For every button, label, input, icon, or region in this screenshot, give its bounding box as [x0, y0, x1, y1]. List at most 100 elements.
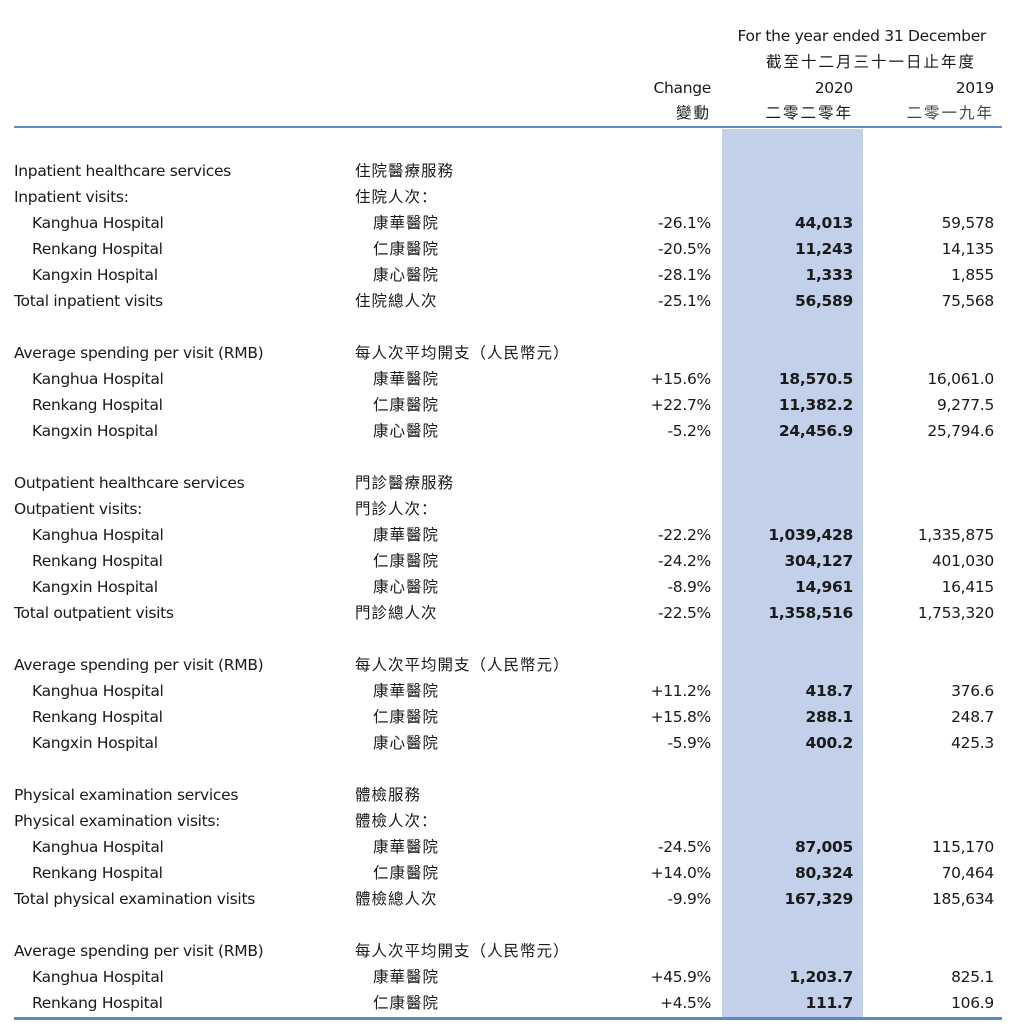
- table-row: Total outpatient visits 門診總人次 -22.5% 1,358,…: [0, 600, 1018, 626]
- change-cell: +4.5%: [660, 994, 711, 1012]
- label-en: Kanghua Hospital: [32, 370, 164, 388]
- table-row: Kangxin Hospital 康心醫院 -5.9% 400.2 425.3: [0, 730, 1018, 756]
- label-en: Outpatient visits:: [14, 500, 143, 518]
- change-cell: -25.1%: [657, 292, 711, 310]
- label-zh: 每人次平均開支（人民幣元）: [355, 344, 570, 362]
- label-en: Average spending per visit (RMB): [14, 344, 264, 362]
- value-2019-cell: 1,855: [951, 266, 994, 284]
- value-2019-cell: 825.1: [951, 968, 994, 986]
- label-zh: 康華醫院: [373, 370, 440, 388]
- label-zh: 仁康醫院: [373, 552, 440, 570]
- value-2019-cell: 70,464: [941, 864, 995, 882]
- label-zh: 仁康醫院: [373, 864, 440, 882]
- label-en: Renkang Hospital: [32, 864, 163, 882]
- value-2020-cell: 111.7: [805, 994, 853, 1012]
- table-row: Outpatient visits: 門診人次：: [0, 496, 1018, 522]
- table-row: Kanghua Hospital 康華醫院 +15.6% 18,570.5 16,061…: [0, 366, 1018, 392]
- value-2020-cell: 288.1: [805, 708, 853, 726]
- period-header-en: For the year ended 31 December: [737, 27, 986, 45]
- label-zh: 仁康醫院: [373, 994, 440, 1012]
- value-2020-cell: 400.2: [805, 734, 853, 752]
- value-2020-cell: 1,039,428: [768, 526, 853, 544]
- change-cell: +15.6%: [650, 370, 712, 388]
- value-2020-cell: 11,382.2: [778, 396, 853, 414]
- highlight-column-2020: [722, 129, 863, 1018]
- value-2019-cell: 401,030: [932, 552, 994, 570]
- label-zh: 體檢總人次: [355, 890, 438, 908]
- change-cell: -5.2%: [667, 422, 712, 440]
- label-zh: 門診人次：: [355, 500, 438, 518]
- section-header-row: Outpatient healthcare services 門診醫療服務: [0, 470, 1018, 496]
- table-row: Average spending per visit (RMB) 每人次平均開支（…: [0, 340, 1018, 366]
- value-2019-cell: 25,794.6: [927, 422, 994, 440]
- table-row: Kanghua Hospital 康華醫院 +11.2% 418.7 376.6: [0, 678, 1018, 704]
- change-cell: -28.1%: [657, 266, 711, 284]
- value-2020-cell: 14,961: [794, 578, 853, 596]
- label-en: Average spending per visit (RMB): [14, 656, 264, 674]
- label-zh: 仁康醫院: [373, 708, 440, 726]
- value-2019-cell: 9,277.5: [936, 396, 994, 414]
- value-2020-cell: 1,358,516: [768, 604, 853, 622]
- table-row: Renkang Hospital 仁康醫院 -24.2% 304,127 401,030: [0, 548, 1018, 574]
- label-zh: 康心醫院: [373, 734, 440, 752]
- label-en: Average spending per visit (RMB): [14, 942, 264, 960]
- change-cell: +15.8%: [650, 708, 712, 726]
- change-header-en: Change: [653, 79, 711, 97]
- change-cell: -26.1%: [657, 214, 711, 232]
- label-en: Kanghua Hospital: [32, 838, 164, 856]
- table-row: Kangxin Hospital 康心醫院 -5.2% 24,456.9 25,794.…: [0, 418, 1018, 444]
- label-zh: 體檢服務: [355, 786, 422, 804]
- table-row: Total inpatient visits 住院總人次 -25.1% 56,589 7…: [0, 288, 1018, 314]
- year-2019-header-zh: 二零一九年: [906, 104, 994, 122]
- value-2019-cell: 185,634: [932, 890, 994, 908]
- value-2019-cell: 106.9: [951, 994, 994, 1012]
- label-zh: 體檢人次：: [355, 812, 438, 830]
- table-row: Renkang Hospital 仁康醫院 -20.5% 11,243 14,135: [0, 236, 1018, 262]
- spacer-row: [0, 444, 1018, 470]
- table-row: Inpatient visits: 住院人次：: [0, 184, 1018, 210]
- change-cell: +11.2%: [650, 682, 712, 700]
- change-header-zh: 變動: [675, 104, 711, 122]
- label-zh: 康華醫院: [373, 838, 440, 856]
- label-en: Kanghua Hospital: [32, 214, 164, 232]
- label-en: Physical examination services: [14, 786, 239, 804]
- table-row: Physical examination visits: 體檢人次：: [0, 808, 1018, 834]
- table-row: Kangxin Hospital 康心醫院 -8.9% 14,961 16,415: [0, 574, 1018, 600]
- label-zh: 門診醫療服務: [355, 474, 455, 492]
- value-2019-cell: 1,335,875: [917, 526, 994, 544]
- value-2020-cell: 87,005: [794, 838, 853, 856]
- change-cell: +45.9%: [650, 968, 712, 986]
- label-zh: 仁康醫院: [373, 240, 440, 258]
- value-2019-cell: 376.6: [951, 682, 994, 700]
- label-zh: 康華醫院: [373, 968, 440, 986]
- label-zh: 康華醫院: [373, 526, 440, 544]
- value-2020-cell: 44,013: [794, 214, 853, 232]
- value-2019-cell: 248.7: [951, 708, 994, 726]
- table-row: Total physical examination visits 體檢總人次 -9…: [0, 886, 1018, 912]
- table-row: Average spending per visit (RMB) 每人次平均開支（…: [0, 938, 1018, 964]
- value-2019-cell: 1,753,320: [917, 604, 994, 622]
- table-row: Renkang Hospital 仁康醫院 +14.0% 80,324 70,464: [0, 860, 1018, 886]
- label-en: Total inpatient visits: [14, 292, 163, 310]
- label-en: Renkang Hospital: [32, 708, 163, 726]
- label-zh: 康華醫院: [373, 682, 440, 700]
- change-cell: -24.5%: [657, 838, 711, 856]
- label-zh: 康心醫院: [373, 578, 440, 596]
- label-en: Kanghua Hospital: [32, 526, 164, 544]
- table-row: Kanghua Hospital 康華醫院 -22.2% 1,039,428 1,335…: [0, 522, 1018, 548]
- table-row: Average spending per visit (RMB) 每人次平均開支（…: [0, 652, 1018, 678]
- value-2019-cell: 75,568: [941, 292, 995, 310]
- label-en: Inpatient visits:: [14, 188, 129, 206]
- table-bottom-divider: [14, 1017, 1002, 1020]
- value-2020-cell: 1,203.7: [789, 968, 853, 986]
- year-2019-header-en: 2019: [955, 79, 995, 97]
- label-zh: 門診總人次: [355, 604, 438, 622]
- change-cell: +14.0%: [650, 864, 712, 882]
- value-2019-cell: 16,415: [941, 578, 995, 596]
- label-en: Physical examination visits:: [14, 812, 221, 830]
- value-2019-cell: 59,578: [941, 214, 995, 232]
- label-zh: 住院總人次: [355, 292, 438, 310]
- label-en: Kanghua Hospital: [32, 682, 164, 700]
- label-zh: 仁康醫院: [373, 396, 440, 414]
- value-2020-cell: 11,243: [794, 240, 853, 258]
